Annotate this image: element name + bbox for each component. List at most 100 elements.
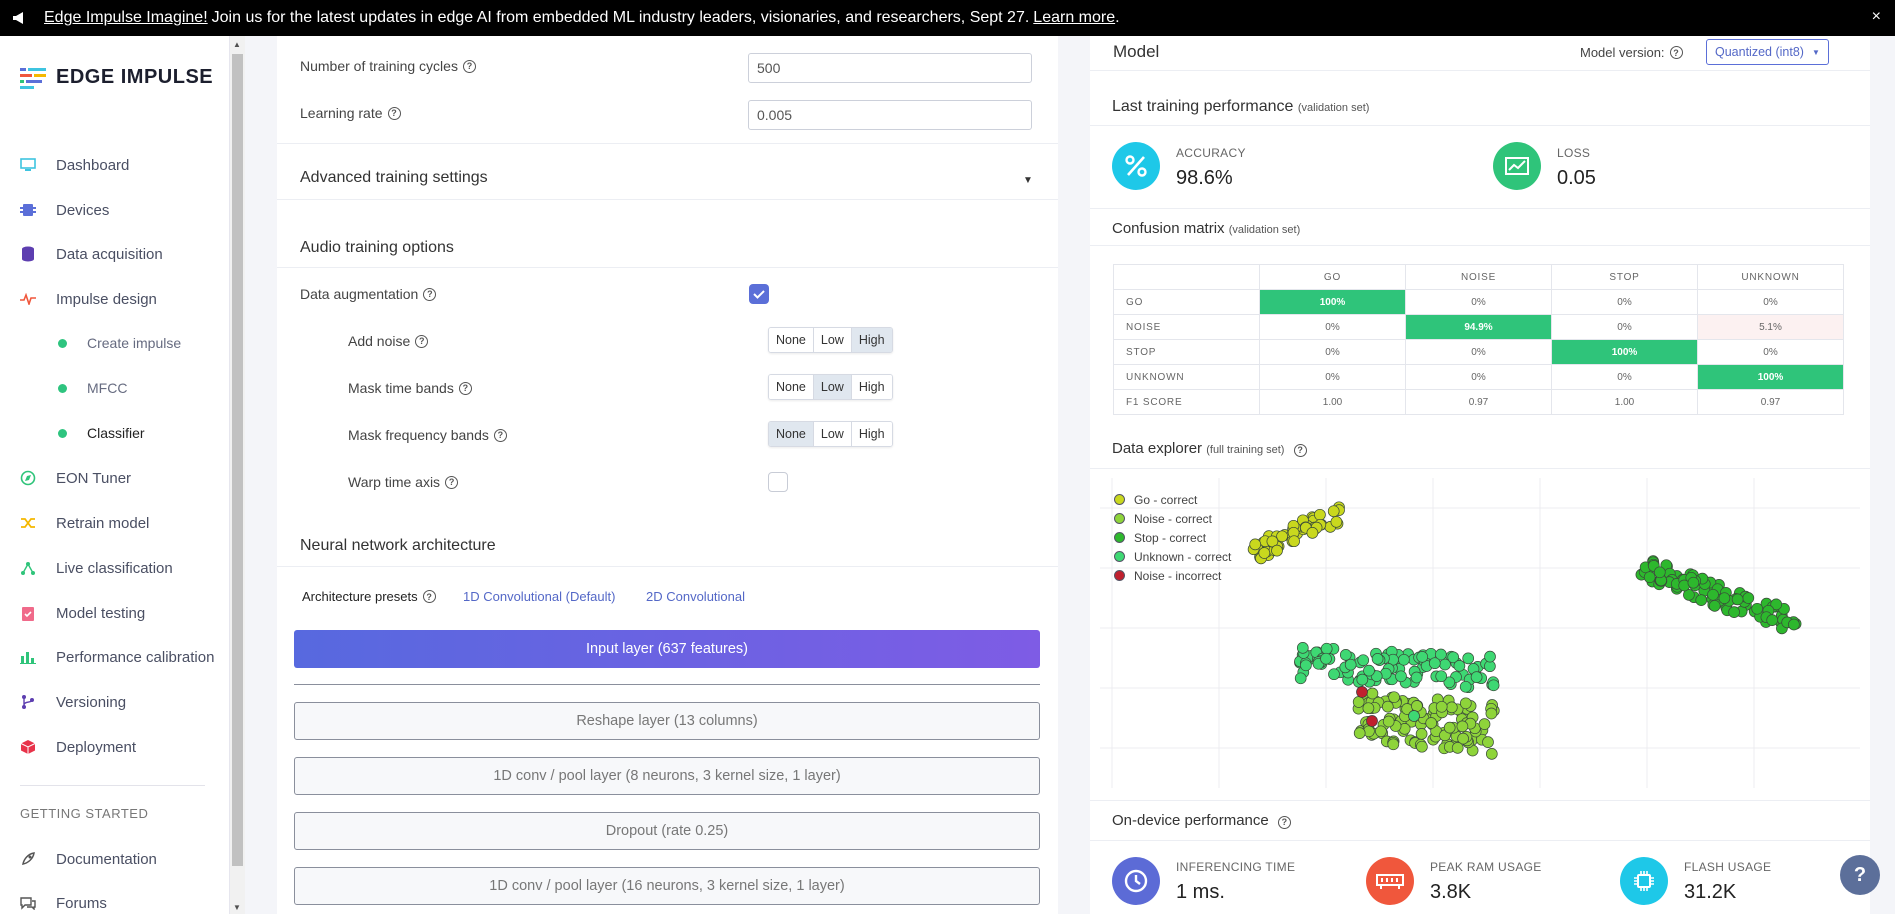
scatter-point[interactable] xyxy=(1751,602,1764,615)
scatter-point[interactable] xyxy=(1296,642,1309,654)
scatter-point[interactable] xyxy=(1416,740,1428,753)
scatter-point[interactable] xyxy=(1443,721,1456,734)
scatter-point[interactable] xyxy=(1435,648,1447,661)
sidebar-subitem-classifier[interactable]: Classifier xyxy=(58,422,145,444)
data-augmentation-checkbox[interactable] xyxy=(749,284,769,304)
scatter-point[interactable] xyxy=(1485,748,1498,760)
scatter-point[interactable] xyxy=(1366,687,1379,700)
scatter-point[interactable] xyxy=(1382,715,1395,728)
logo[interactable]: EDGE IMPULSE xyxy=(20,66,213,89)
banner-title[interactable]: Edge Impulse Imagine! xyxy=(44,9,208,26)
scatter-point[interactable] xyxy=(1339,649,1352,661)
scatter-point[interactable] xyxy=(1366,715,1378,727)
advanced-training-settings-toggle[interactable]: Advanced training settings xyxy=(300,169,488,186)
scatter-point[interactable] xyxy=(1428,657,1441,670)
scatter-point[interactable] xyxy=(1306,527,1319,539)
mask-time-none-option[interactable]: None xyxy=(769,375,814,399)
scatter-point[interactable] xyxy=(1249,538,1262,551)
reshape-layer-block[interactable]: Reshape layer (13 columns) xyxy=(294,702,1040,740)
legend-item[interactable]: Noise - correct xyxy=(1114,509,1231,528)
sidebar-item-documentation[interactable]: Documentation xyxy=(20,847,157,871)
input-layer-block[interactable]: Input layer (637 features) xyxy=(294,630,1040,668)
scatter-point[interactable] xyxy=(1362,702,1375,715)
help-icon[interactable]: ? xyxy=(415,334,429,348)
scatter-point[interactable] xyxy=(1411,700,1423,712)
scatter-point[interactable] xyxy=(1459,697,1472,710)
scatter-point[interactable] xyxy=(1788,618,1800,631)
scatter-point[interactable] xyxy=(1731,593,1744,606)
sidebar-item-live-classification[interactable]: Live classification xyxy=(20,556,173,580)
scatter-point[interactable] xyxy=(1410,671,1423,684)
help-icon[interactable]: ? xyxy=(422,590,436,603)
help-icon[interactable]: ? xyxy=(423,287,437,301)
legend-item[interactable]: Stop - correct xyxy=(1114,528,1231,547)
sidebar-item-data-acquisition[interactable]: Data acquisition xyxy=(20,242,163,266)
scatter-point[interactable] xyxy=(1381,700,1394,713)
scatter-point[interactable] xyxy=(1363,664,1375,677)
help-chat-button[interactable]: ? xyxy=(1840,855,1880,895)
scatter-point[interactable] xyxy=(1462,652,1475,665)
sidebar-item-model-testing[interactable]: Model testing xyxy=(20,601,145,625)
scatter-point[interactable] xyxy=(1375,725,1387,738)
mask-freq-high-option[interactable]: High xyxy=(851,422,892,446)
sidebar-item-dashboard[interactable]: Dashboard xyxy=(20,153,129,177)
scatter-point[interactable] xyxy=(1425,717,1438,729)
scatter-point[interactable] xyxy=(1683,589,1695,601)
scatter-point[interactable] xyxy=(1695,594,1708,606)
scatter-point[interactable] xyxy=(1687,576,1700,589)
mask-freq-none-option[interactable]: None xyxy=(769,422,814,446)
scatter-point[interactable] xyxy=(1344,658,1357,671)
sidebar-item-forums[interactable]: Forums xyxy=(20,891,107,914)
sidebar-item-retrain-model[interactable]: Retrain model xyxy=(20,511,149,535)
scatter-point[interactable] xyxy=(1352,696,1365,708)
scatter-point[interactable] xyxy=(1395,670,1407,683)
scatter-point[interactable] xyxy=(1320,652,1332,665)
sidebar-subitem-mfcc[interactable]: MFCC xyxy=(58,377,127,399)
legend-item[interactable]: Noise - incorrect xyxy=(1114,566,1231,585)
scatter-point[interactable] xyxy=(1258,547,1271,559)
add-noise-high-option[interactable]: High xyxy=(851,328,892,352)
scatter-point[interactable] xyxy=(1643,571,1656,584)
preset-1d-convolutional-link[interactable]: 1D Convolutional (Default) xyxy=(463,589,616,604)
scatter-point[interactable] xyxy=(1457,732,1469,745)
sidebar-subitem-create-impulse[interactable]: Create impulse xyxy=(58,332,181,354)
learning-rate-input[interactable]: 0.005 xyxy=(748,100,1032,130)
scroll-down-arrow-icon[interactable]: ▼ xyxy=(233,903,241,912)
training-cycles-input[interactable]: 500 xyxy=(748,53,1032,83)
scatter-point[interactable] xyxy=(1415,728,1428,740)
legend-item[interactable]: Go - correct xyxy=(1114,490,1231,509)
scatter-point[interactable] xyxy=(1718,592,1731,605)
scatter-point[interactable] xyxy=(1484,650,1496,663)
scatter-point[interactable] xyxy=(1416,651,1429,663)
scatter-point[interactable] xyxy=(1356,673,1369,686)
scatter-point[interactable] xyxy=(1770,598,1783,611)
scatter-point[interactable] xyxy=(1388,691,1400,704)
scatter-point[interactable] xyxy=(1387,738,1400,751)
scatter-point[interactable] xyxy=(1478,718,1491,730)
caret-down-icon[interactable]: ▼ xyxy=(1023,175,1033,186)
scatter-point[interactable] xyxy=(1356,686,1368,698)
dropout-layer-block[interactable]: Dropout (rate 0.25) xyxy=(294,812,1040,850)
mask-time-low-option[interactable]: Low xyxy=(813,375,852,399)
scatter-point[interactable] xyxy=(1398,653,1410,666)
scatter-point[interactable] xyxy=(1453,660,1466,672)
sidebar-item-performance-calibration[interactable]: Performance calibration xyxy=(20,645,214,669)
help-icon[interactable]: ? xyxy=(493,428,507,442)
mask-freq-low-option[interactable]: Low xyxy=(813,422,852,446)
conv1d-layer-block[interactable]: 1D conv / pool layer (16 neurons, 3 kern… xyxy=(294,867,1040,905)
scatter-point[interactable] xyxy=(1357,654,1370,667)
sidebar-item-devices[interactable]: Devices xyxy=(20,198,109,222)
scatter-point[interactable] xyxy=(1653,566,1666,579)
scatter-point[interactable] xyxy=(1445,701,1458,714)
help-icon[interactable]: ? xyxy=(1669,46,1683,59)
preset-2d-convolutional-link[interactable]: 2D Convolutional xyxy=(646,589,746,604)
sidebar-item-versioning[interactable]: Versioning xyxy=(20,690,126,714)
model-version-dropdown[interactable]: Quantized (int8) ▼ xyxy=(1706,39,1829,65)
scatter-point[interactable] xyxy=(1487,679,1500,692)
data-explorer-scatter-plot[interactable] xyxy=(1100,478,1860,788)
scatter-point[interactable] xyxy=(1451,742,1464,754)
scatter-point[interactable] xyxy=(1271,544,1283,557)
add-noise-low-option[interactable]: Low xyxy=(813,328,852,352)
help-icon[interactable]: ? xyxy=(1277,815,1291,829)
conv1d-layer-block[interactable]: 1D conv / pool layer (8 neurons, 3 kerne… xyxy=(294,757,1040,795)
